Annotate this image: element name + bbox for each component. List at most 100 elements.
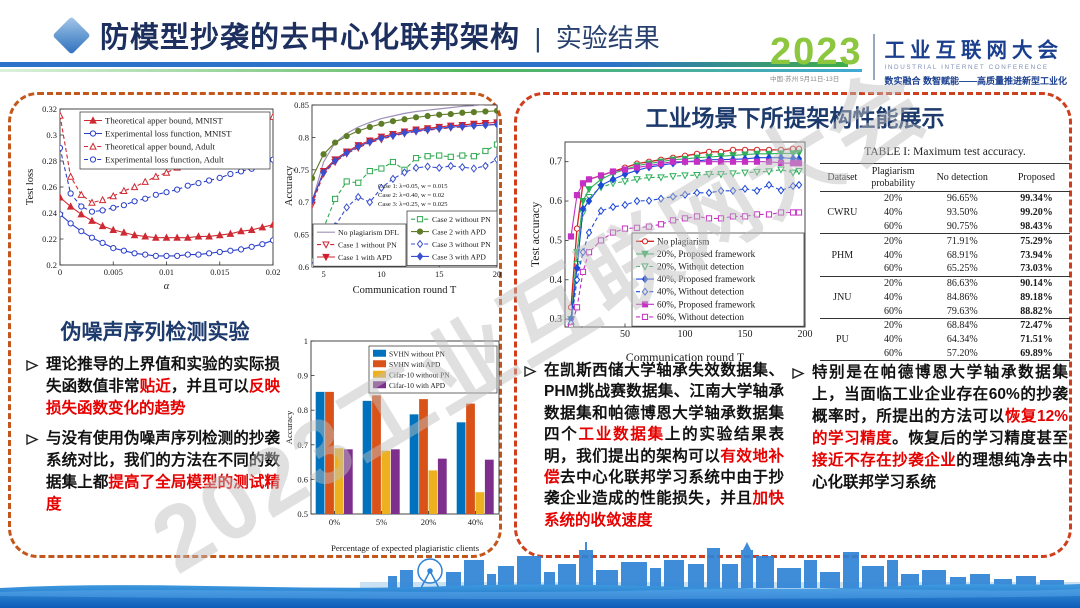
svg-text:0.2: 0.2 xyxy=(46,260,57,270)
table-cell: 60% xyxy=(883,305,903,317)
table-cell: 90.14% xyxy=(1002,275,1070,291)
svg-text:150: 150 xyxy=(738,329,753,340)
accuracy-table: Dataset Plagiarism probability No detectio… xyxy=(820,163,1070,362)
title-separator: | xyxy=(534,23,542,53)
svg-text:Test accuracy: Test accuracy xyxy=(530,202,542,267)
table-cell: 86.63% xyxy=(921,275,1003,291)
table-cell: 60% xyxy=(883,263,903,275)
svg-text:No plagiarism DFL: No plagiarism DFL xyxy=(338,228,399,237)
svg-text:0.32: 0.32 xyxy=(42,104,57,114)
svg-text:Communication round T: Communication round T xyxy=(626,350,745,364)
svg-text:0.4: 0.4 xyxy=(550,275,563,286)
table-cell: 60% xyxy=(883,220,903,232)
table-cell: 20% xyxy=(864,275,922,291)
right-panel-border xyxy=(514,92,1072,558)
table-cell: 20% xyxy=(864,190,922,206)
list-item: 与没有使用伪噪声序列检测的抄袭系统对比，我们的方法在不同的数据集上都提高了全局模… xyxy=(26,428,280,516)
svg-text:0.28: 0.28 xyxy=(42,156,57,166)
svg-text:0.7: 0.7 xyxy=(298,197,309,207)
svg-text:0.5: 0.5 xyxy=(297,509,308,519)
svg-text:Cifar-10 with APD: Cifar-10 with APD xyxy=(389,381,446,390)
logo-text-block: 工业互联网大会 INDUSTRIAL INTERNET CONFERENCE 数… xyxy=(885,33,1068,87)
table-cell: 90.75% xyxy=(946,220,978,232)
svg-text:Case 3 with APD: Case 3 with APD xyxy=(432,252,486,261)
svg-text:0.26: 0.26 xyxy=(42,182,57,192)
logo-year: 2023 xyxy=(770,31,863,73)
svg-text:20%, Proposed framework: 20%, Proposed framework xyxy=(657,249,756,259)
svg-text:Theoretical apper bound, Adult: Theoretical apper bound, Adult xyxy=(105,142,215,152)
table-cell: 68.91% xyxy=(946,249,978,261)
table-cell: 40% xyxy=(883,207,903,219)
arrow-bullet-icon xyxy=(26,433,39,446)
logo-venue: 中国·苏州 5月11日-13日 xyxy=(770,76,840,83)
svg-text:10: 10 xyxy=(377,269,386,279)
svg-text:0%: 0% xyxy=(329,517,340,527)
table-header: Dataset Plagiarism probability No detectio… xyxy=(820,163,1070,192)
svg-text:0.75: 0.75 xyxy=(294,165,309,175)
table-cell: 89.18% xyxy=(1020,291,1053,303)
svg-text:100: 100 xyxy=(678,329,693,340)
list-item: 特别是在帕德博恩大学轴承数据集上，当面临工业企业存在60%的抄袭概率时，所提出的… xyxy=(792,362,1068,494)
conference-logo: 2023 中国·苏州 5月11日-13日 工业互联网大会 INDUSTRIAL … xyxy=(770,33,1067,87)
table-cell: 57.20% xyxy=(946,347,978,359)
svg-text:0.3: 0.3 xyxy=(46,130,57,140)
svg-text:0.3: 0.3 xyxy=(550,314,563,325)
svg-text:0: 0 xyxy=(58,267,62,277)
dataset-cell: PHM xyxy=(820,233,865,277)
table-row: 60% 79.63% 88.82% xyxy=(820,304,1070,318)
logo-name: 工业互联网大会 xyxy=(884,39,1064,62)
table-column-header: Plagiarism probability xyxy=(864,163,922,192)
svg-text:0.7: 0.7 xyxy=(550,157,563,168)
svg-text:0.9: 0.9 xyxy=(297,371,308,381)
list-item: 在凯斯西储大学轴承失效数据集、PHM挑战赛数据集、江南大学轴承数据集和帕德博恩大… xyxy=(524,360,784,531)
svg-text:40%: 40% xyxy=(468,517,484,527)
svg-text:0.01: 0.01 xyxy=(159,267,174,277)
table-cell: 73.94% xyxy=(1020,249,1053,261)
city-skyline-decoration xyxy=(0,542,1080,608)
pn-detection-bar-chart: 0.5 0.6 0.7 0.8 0.9 1 Accuracy Percentage of ex… xyxy=(283,336,504,554)
table-cell: 20% xyxy=(864,233,922,249)
header-underline-blue xyxy=(0,62,848,67)
test-loss-chart: 0.2 0.22 0.24 0.26 0.28 0.3 0.32 Test loss α 0 0.0… xyxy=(24,104,280,292)
table-cell: 20% xyxy=(864,318,922,333)
table-cell: 98.43% xyxy=(1020,220,1053,232)
industrial-accuracy-chart: 0.3 0.4 0.5 0.6 0.7 Test accuracy Communicatio… xyxy=(528,136,814,364)
table-row: PU 20% 68.84% 72.47% xyxy=(820,318,1070,361)
table-cell: 40% xyxy=(883,334,903,346)
svg-text:20%: 20% xyxy=(421,517,437,527)
table-column-header: Proposed xyxy=(1002,163,1070,192)
table-cell: 40% xyxy=(883,249,903,261)
table-row: JNU 20% 86.63% 90.14% xyxy=(820,275,1070,319)
page-subtitle: 实验结果 xyxy=(555,23,660,53)
svg-text:No plagiarism: No plagiarism xyxy=(657,236,709,246)
table-row: 60% 65.25% 73.03% xyxy=(820,262,1070,276)
table-column-header: No detection xyxy=(921,163,1003,192)
logo-divider xyxy=(872,34,875,80)
dataset-cell: CWRU xyxy=(820,190,865,234)
table-cell: 99.34% xyxy=(1002,190,1070,206)
bullet-text: 在凯斯西储大学轴承失效数据集、PHM挑战赛数据集、江南大学轴承数据集和帕德博恩大… xyxy=(544,362,784,529)
table-title: TABLE I: Maximum test accuracy. xyxy=(864,146,1026,158)
svg-text:Case 1 with APD: Case 1 with APD xyxy=(338,253,392,262)
table-row: 60% 90.75% 98.43% xyxy=(820,220,1070,234)
table-cell: 84.86% xyxy=(946,291,978,303)
svg-text:Experimental loss function, Ad: Experimental loss function, Adult xyxy=(105,155,224,165)
right-section-title: 工业场景下所提架构性能展示 xyxy=(645,105,945,131)
svg-text:0.015: 0.015 xyxy=(210,267,229,277)
table-cell: 71.51% xyxy=(1020,334,1053,346)
bullet-text: 特别是在帕德博恩大学轴承数据集上，当面临工业企业存在60%的抄袭概率时，所提出的… xyxy=(812,364,1068,491)
table-cell: 73.03% xyxy=(1020,263,1053,275)
table-row: CWRU 20% 96.65% 99.34% xyxy=(820,190,1070,234)
svg-text:0.65: 0.65 xyxy=(294,230,309,240)
arrow-bullet-icon xyxy=(792,367,805,380)
svg-text:Case 2 without PN: Case 2 without PN xyxy=(432,215,491,224)
svg-text:60%, Proposed framework: 60%, Proposed framework xyxy=(657,299,756,309)
table-cell: 75.29% xyxy=(1002,233,1070,249)
dataset-cell: JNU xyxy=(820,275,865,319)
svg-text:5%: 5% xyxy=(376,517,387,527)
table-cell: 96.65% xyxy=(921,190,1003,206)
accuracy-table-block: TABLE I: Maximum test accuracy. Dataset P… xyxy=(820,146,1070,362)
dataset-cell: PU xyxy=(820,318,865,361)
svg-text:SVHN without PN: SVHN without PN xyxy=(389,349,446,358)
